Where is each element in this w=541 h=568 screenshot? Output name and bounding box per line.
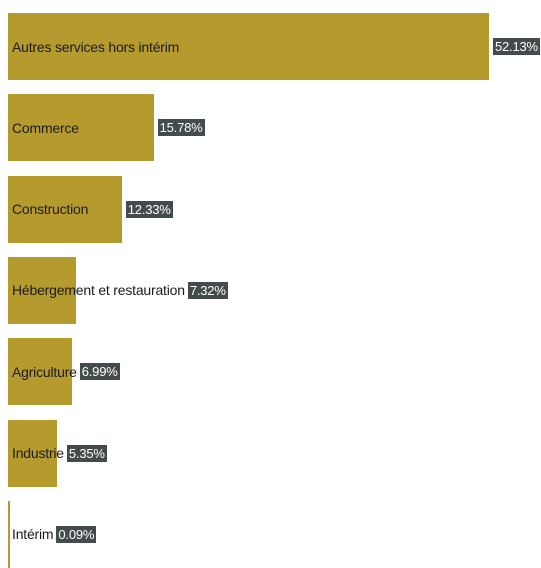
bar [8,419,58,487]
bar [8,256,76,324]
value-label: 7.32% [187,281,228,299]
value-label: 6.99% [79,363,120,381]
category-label: Hébergement et restauration [12,282,185,299]
value-label: 52.13% [493,38,540,55]
value-label: 0.09% [56,525,97,543]
category-label: Agriculture [12,363,77,380]
category-label: Construction [12,201,89,218]
bar [8,175,122,243]
bar [8,338,73,406]
category-label: Autres services hors intérim [12,38,180,55]
value-label: 5.35% [66,444,107,462]
value-label: 12.33% [125,200,173,218]
bar [8,94,154,162]
category-label: Intérim [12,526,54,543]
bar [8,500,10,568]
category-label: Industrie [12,445,64,461]
bar [8,13,489,80]
category-label: Commerce [12,119,79,136]
value-label: 15.78% [157,119,205,137]
bar-chart: Autres services hors intérim 52.13% Commer… [8,13,540,568]
